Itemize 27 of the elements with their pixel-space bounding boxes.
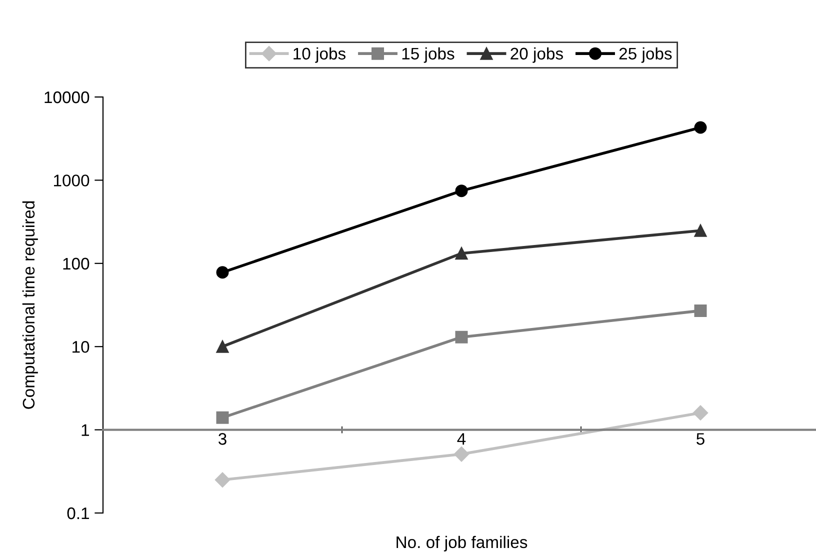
point bbox=[692, 405, 708, 420]
point bbox=[694, 121, 707, 134]
x-tick-label: 3 bbox=[218, 433, 226, 445]
legend-label: 10 jobs bbox=[294, 47, 346, 63]
point bbox=[216, 411, 229, 424]
x-axis-title: No. of job families bbox=[396, 536, 528, 552]
point bbox=[455, 184, 468, 198]
y-tick-label: 100 bbox=[63, 258, 90, 270]
point bbox=[694, 224, 707, 237]
point bbox=[214, 472, 230, 488]
point bbox=[455, 247, 468, 260]
x-tick-label: 5 bbox=[696, 433, 704, 445]
point bbox=[455, 330, 468, 344]
legend-label: 15 jobs bbox=[402, 47, 454, 63]
y-axis-title: Computational time required bbox=[22, 201, 38, 409]
y-tick-label: 1 bbox=[82, 424, 89, 436]
legend-label: 25 jobs bbox=[619, 47, 672, 63]
x-tick-label: 4 bbox=[457, 433, 466, 445]
y-tick-label: 10000 bbox=[44, 91, 90, 104]
y-tick-label: 1000 bbox=[54, 174, 90, 186]
y-tick-label: 0.1 bbox=[67, 507, 89, 520]
y-tick-label: 10 bbox=[72, 341, 90, 353]
point bbox=[694, 304, 707, 317]
point bbox=[454, 446, 470, 462]
legend-label: 20 jobs bbox=[510, 47, 563, 63]
point bbox=[216, 340, 229, 353]
point bbox=[216, 266, 229, 279]
